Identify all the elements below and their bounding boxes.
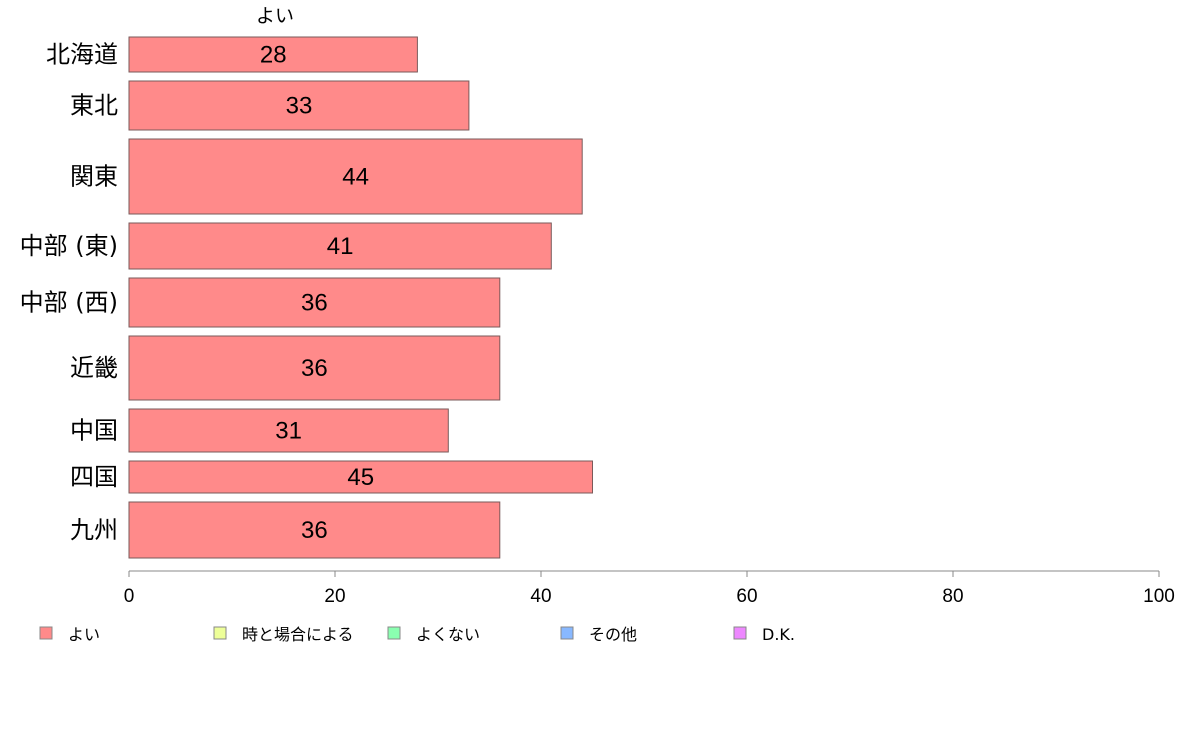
legend-label: よい: [68, 625, 100, 644]
legend-label: D.K.: [762, 625, 795, 644]
category-label: 近畿: [70, 354, 118, 382]
legend-label: 時と場合による: [242, 625, 354, 644]
x-tick-label: 20: [324, 586, 345, 607]
legend-swatch: [213, 626, 227, 640]
x-tick-label: 100: [1143, 586, 1175, 607]
category-label: 北海道: [46, 41, 118, 69]
category-label: 中部 (西): [20, 289, 118, 317]
data-label: 28: [260, 42, 287, 69]
data-label: 36: [301, 355, 328, 382]
x-tick-label: 60: [736, 586, 757, 607]
legend-label: その他: [589, 625, 637, 644]
category-label: 東北: [70, 92, 118, 120]
x-tick-label: 40: [530, 586, 551, 607]
legend-label: よくない: [416, 625, 480, 644]
category-label: 中国: [70, 417, 118, 445]
data-label: 33: [286, 93, 313, 120]
x-tick-label: 0: [124, 586, 135, 607]
x-tick-label: 80: [942, 586, 963, 607]
bar-segment: [128, 36, 418, 73]
bar-segment: [128, 138, 583, 215]
bar-segment: [128, 408, 449, 453]
data-label: 44: [342, 164, 369, 191]
category-label: 九州: [70, 516, 118, 544]
bar-segment: [128, 277, 501, 328]
category-label: 四国: [70, 463, 118, 491]
legend-swatch: [387, 626, 401, 640]
data-label: 36: [301, 517, 328, 544]
data-label: 45: [347, 464, 374, 491]
bar-segment: [128, 222, 552, 270]
series-header-label: よい: [256, 5, 294, 27]
bar-segment: [128, 460, 593, 494]
legend-swatch: [733, 626, 747, 640]
legend-swatch: [560, 626, 574, 640]
bar-segment: [128, 501, 501, 559]
category-label: 関東: [70, 163, 118, 191]
category-label: 中部 (東): [20, 232, 118, 260]
bar-segment: [128, 335, 501, 401]
bar-segment: [128, 80, 470, 131]
data-label: 31: [275, 418, 302, 445]
data-label: 41: [327, 233, 354, 260]
legend-swatch: [39, 626, 53, 640]
data-label: 36: [301, 290, 328, 317]
